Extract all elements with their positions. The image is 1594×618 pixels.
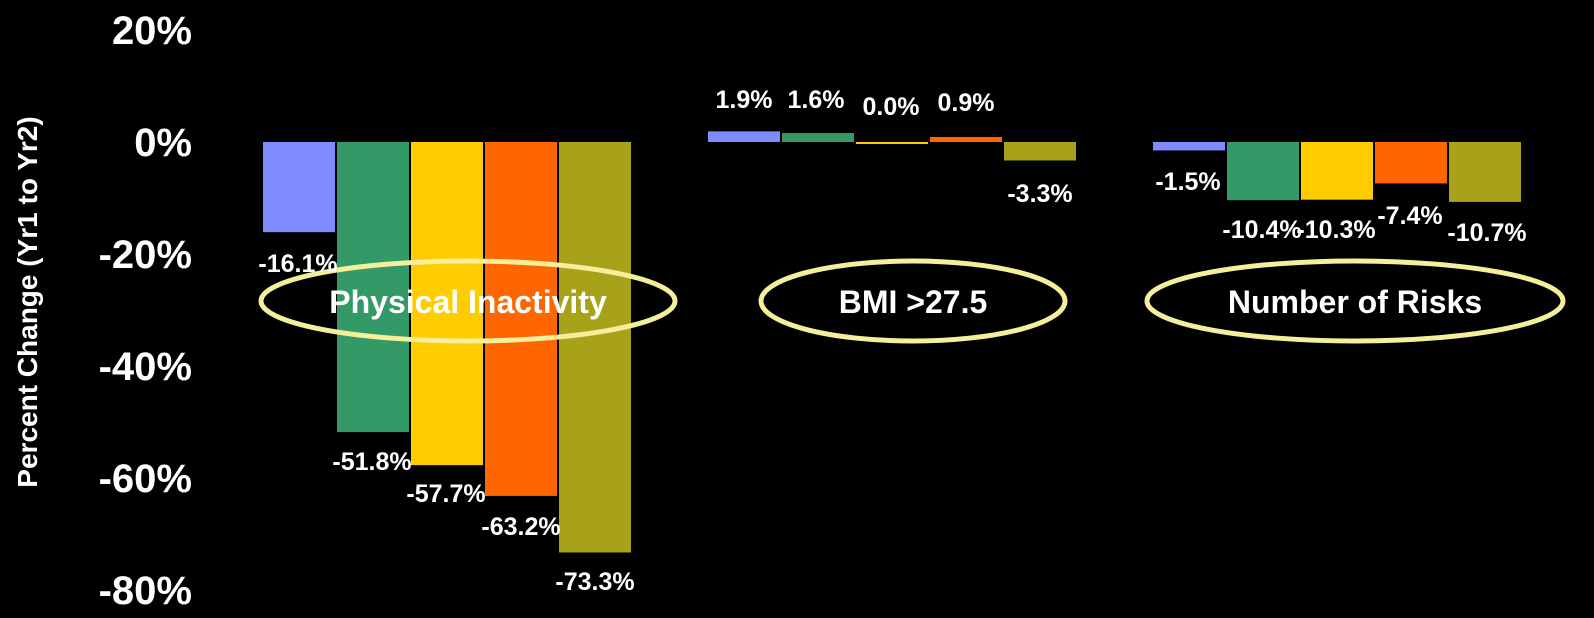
y-tick-label: -40% <box>99 345 192 389</box>
data-label: -10.7% <box>1447 219 1526 247</box>
data-label: -57.7% <box>406 480 485 508</box>
y-tick-label: -80% <box>99 569 192 613</box>
bar <box>337 142 409 433</box>
group-label: BMI >27.5 <box>839 284 988 320</box>
group-ellipse <box>758 258 1068 344</box>
data-label: -7.4% <box>1377 202 1442 230</box>
data-label: 1.9% <box>716 86 773 114</box>
data-label: 0.0% <box>863 93 920 121</box>
bar <box>708 131 780 142</box>
bar <box>1449 142 1521 202</box>
bar <box>1375 142 1447 184</box>
bar <box>559 142 631 553</box>
bar <box>485 142 557 496</box>
y-tick-label: 0% <box>134 121 192 165</box>
data-label: -63.2% <box>481 513 560 541</box>
y-axis-ticks: 20% 0% -20% -40% -60% -80% <box>99 9 192 613</box>
bar <box>1227 142 1299 201</box>
bar <box>1301 142 1373 200</box>
group-label: Number of Risks <box>1228 284 1482 320</box>
data-label: -10.3% <box>1296 216 1375 244</box>
data-label: 0.9% <box>938 89 995 117</box>
data-label: -10.4% <box>1222 216 1301 244</box>
data-label: -51.8% <box>332 448 411 476</box>
data-labels: Physical Inactivity -16.1% -51.8% -57.7% -63… <box>258 86 1526 596</box>
bar <box>856 142 928 144</box>
group-ellipse <box>1144 258 1566 344</box>
bars <box>263 131 1521 553</box>
bar <box>930 136 1002 142</box>
bar <box>1004 142 1076 161</box>
group-ellipse <box>258 258 678 344</box>
data-label: -16.1% <box>258 250 337 278</box>
bar <box>782 133 854 142</box>
bar <box>1153 142 1225 151</box>
data-label: -73.3% <box>555 568 634 596</box>
data-label: -3.3% <box>1007 180 1072 208</box>
data-label: 1.6% <box>788 86 845 114</box>
y-tick-label: -60% <box>99 457 192 501</box>
bar <box>411 142 483 466</box>
y-tick-label: 20% <box>112 9 192 53</box>
bar <box>263 142 335 233</box>
group-label: Physical Inactivity <box>329 284 607 320</box>
group-ellipses <box>258 258 1566 344</box>
y-axis-title: Percent Change (Yr1 to Yr2) <box>12 116 43 487</box>
y-tick-label: -20% <box>99 233 192 277</box>
data-label: -1.5% <box>1155 168 1220 196</box>
